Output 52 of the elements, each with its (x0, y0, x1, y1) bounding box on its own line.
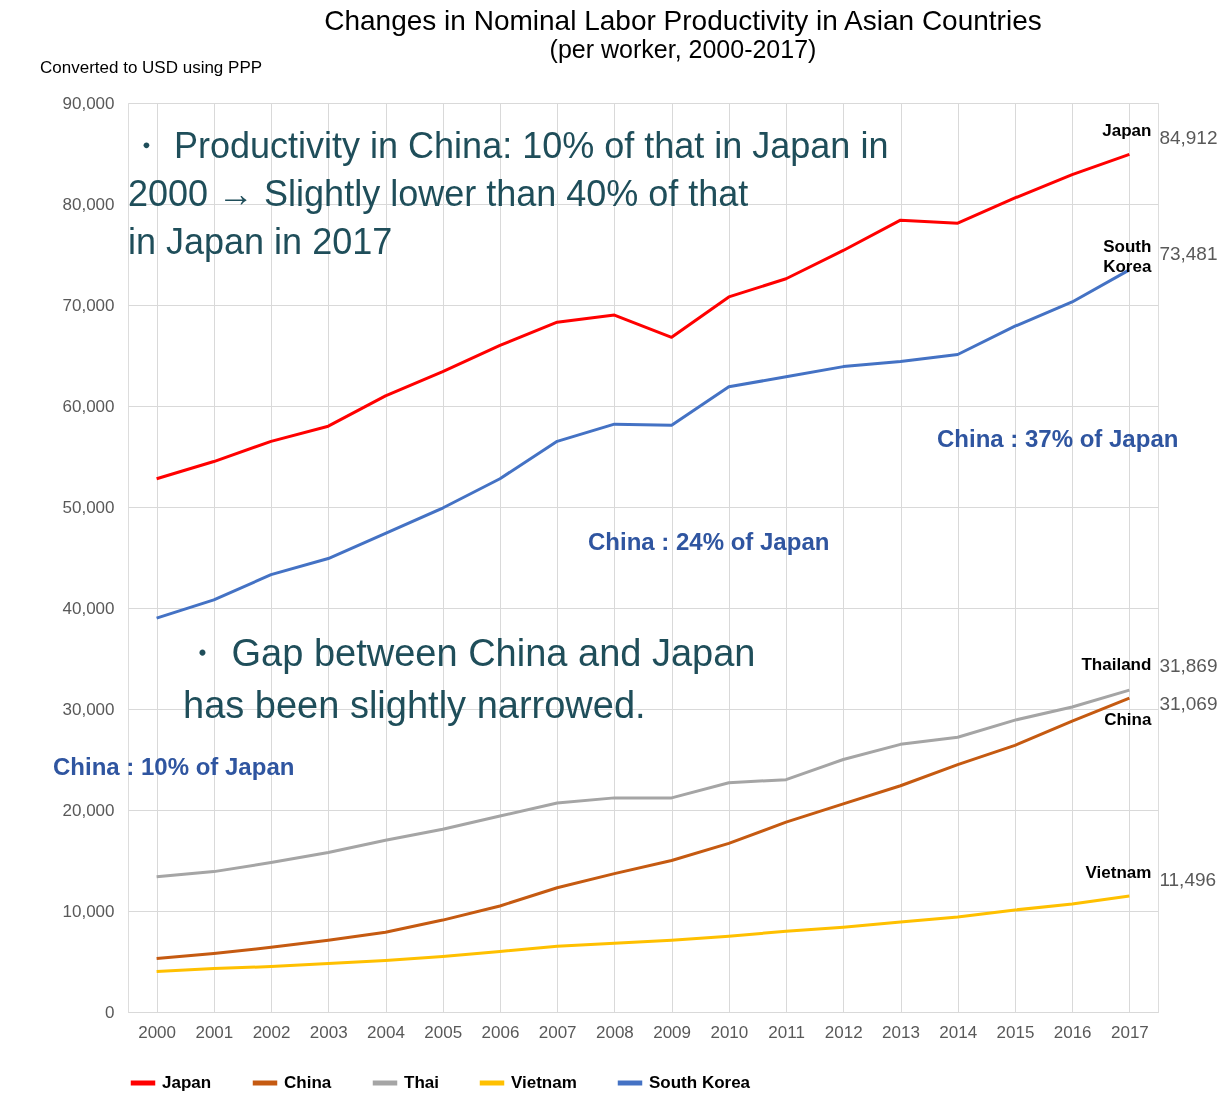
x-tick-label: 2005 (424, 1022, 463, 1042)
data-label: 11,496 (1159, 868, 1217, 890)
annotation: China : 24% of Japan (588, 528, 830, 555)
x-tick-label: 2016 (1053, 1022, 1092, 1042)
legend-label: Thai (404, 1073, 439, 1092)
y-tick-label: 30,000 (62, 699, 115, 719)
annotation: Thailand (1081, 655, 1152, 675)
x-tick-label: 2012 (824, 1022, 863, 1042)
y-tick-label: 70,000 (62, 295, 115, 315)
x-tick-label: 2013 (882, 1022, 920, 1042)
annotation: China : 10% of Japan (53, 753, 295, 780)
y-tick-label: 40,000 (62, 598, 115, 618)
data-label: 84,912 (1159, 127, 1218, 149)
y-tick-label: 50,000 (62, 497, 115, 517)
x-tick-label: 2008 (595, 1022, 634, 1042)
chart-title: Changes in Nominal Labor Productivity in Asian Countries (324, 5, 1042, 36)
y-tick-label: 20,000 (62, 800, 115, 820)
legend-label: Japan (162, 1073, 212, 1092)
y-tick-label: 90,000 (62, 93, 115, 113)
annotation: Vietnam (1085, 862, 1152, 882)
x-tick-label: 2007 (538, 1022, 577, 1042)
x-tick-label: 2010 (710, 1022, 749, 1042)
x-tick-label: 2015 (996, 1022, 1035, 1042)
line-series (155, 894, 1131, 974)
y-axis-title: Converted to USD using PPP (40, 58, 263, 77)
annotation: Japan (1102, 121, 1152, 141)
annotation: ・ Productivity in China: 10% of that in Japan in 2000 → Slightly lower than 40% of that in Japan in 2017 (128, 125, 889, 262)
legend-label: China (284, 1073, 332, 1092)
x-tick-label: 2014 (939, 1022, 978, 1042)
annotation: ・ Gap between China and Japan has been slightly narrowed. (183, 632, 756, 726)
y-tick-label: 10,000 (62, 901, 115, 921)
x-tick-label: 2003 (309, 1022, 348, 1042)
legend-label: Vietnam (511, 1073, 577, 1092)
y-tick-label: 60,000 (62, 396, 115, 416)
y-tick-label: 0 (105, 1002, 115, 1022)
data-label: 31,869 (1159, 655, 1218, 677)
x-tick-label: 2004 (367, 1022, 405, 1042)
data-label: 31,069 (1159, 693, 1218, 715)
x-tick-label: 2000 (138, 1022, 177, 1042)
annotation: China (1104, 710, 1152, 730)
x-tick-label: 2001 (195, 1022, 234, 1042)
x-tick-label: 2009 (653, 1022, 692, 1042)
annotation: South Korea (1103, 236, 1152, 276)
chart-subtitle: (per worker, 2000-2017) (549, 35, 817, 63)
y-tick-label: 80,000 (62, 194, 115, 214)
legend-label: South Korea (649, 1073, 751, 1092)
x-tick-label: 2006 (481, 1022, 520, 1042)
x-tick-label: 2017 (1110, 1022, 1149, 1042)
annotation: China : 37% of Japan (937, 425, 1179, 452)
data-label: 73,481 (1159, 242, 1218, 264)
x-tick-label: 2011 (768, 1022, 805, 1042)
x-tick-label: 2002 (252, 1022, 291, 1042)
